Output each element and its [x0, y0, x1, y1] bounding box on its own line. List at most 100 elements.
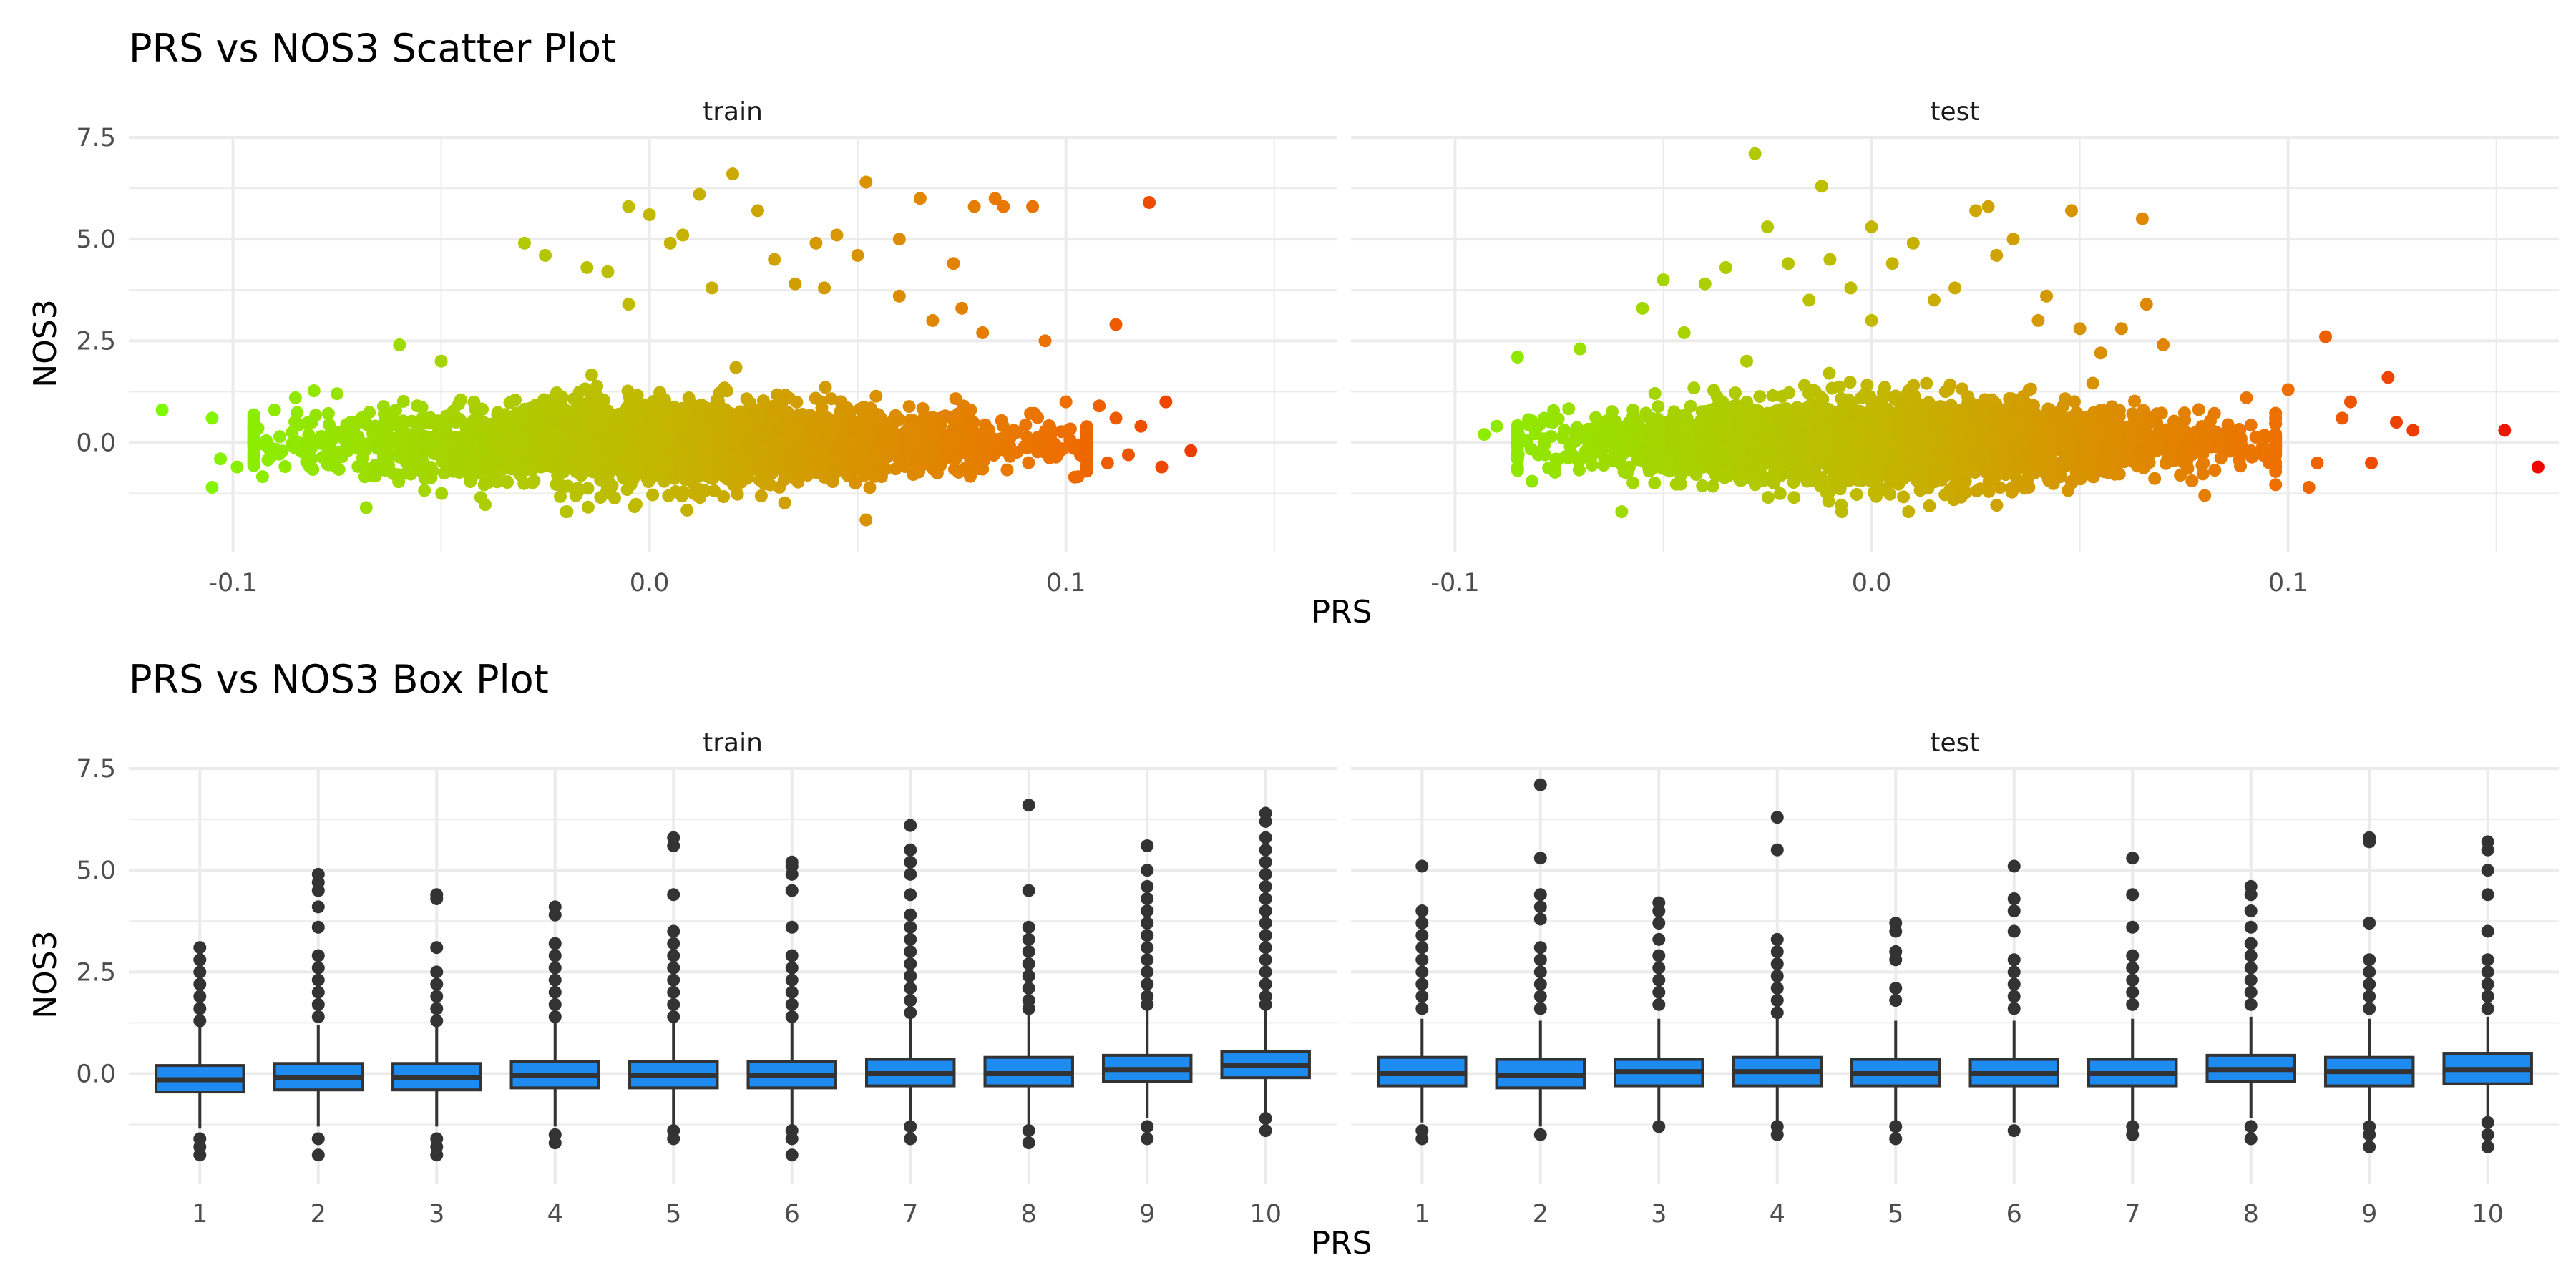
scatter-point [622, 298, 635, 311]
scatter-point [1043, 421, 1057, 434]
scatter-point [421, 435, 434, 449]
scatter-point [729, 361, 743, 374]
scatter-point [809, 429, 823, 443]
scatter-point [851, 248, 864, 262]
scatter-point [557, 465, 570, 479]
scatter-point [660, 455, 674, 469]
scatter-point [863, 481, 877, 494]
scatter-point [580, 260, 594, 274]
scatter-point [706, 471, 720, 484]
scatter-point [1729, 386, 1742, 400]
scatter-point [759, 424, 773, 437]
scatter-point [946, 450, 960, 464]
scatter-point [525, 463, 539, 477]
scatter-point [447, 404, 460, 418]
scatter-point [787, 462, 801, 475]
scatter-point [2221, 418, 2235, 431]
scatter-point [796, 408, 809, 421]
scatter-point [1080, 444, 1093, 457]
scatter-point [341, 444, 355, 457]
scatter-point [1897, 490, 1911, 504]
scatter-point [1020, 441, 1034, 454]
scatter-point [477, 416, 491, 429]
scatter-point [763, 478, 777, 492]
scatter-point [434, 354, 448, 368]
y-tick-label: 5.0 [76, 225, 116, 254]
scatter-point [505, 453, 519, 467]
scatter-point [892, 289, 906, 303]
scatter-point [624, 478, 638, 492]
scatter-point [676, 228, 690, 242]
scatter-point [416, 411, 429, 424]
scatter-point [2019, 462, 2033, 475]
scatter-point [2068, 395, 2081, 409]
scatter-point [859, 513, 873, 527]
scatter-point [256, 437, 270, 451]
scatter-point [837, 447, 851, 460]
scatter-point [516, 433, 530, 447]
scatter-point [782, 391, 796, 405]
scatter-point [1528, 427, 1542, 441]
scatter-point [524, 421, 537, 434]
scatter-point [359, 501, 373, 514]
scatter-point [610, 421, 623, 434]
scatter-point [2185, 474, 2199, 487]
scatter-point [247, 424, 260, 437]
x-tick-label: 0.1 [1046, 569, 1086, 597]
scatter-point [660, 425, 674, 439]
scatter-point [955, 421, 969, 434]
scatter-point [849, 477, 862, 490]
scatter-point [325, 424, 338, 438]
scatter-point [2005, 485, 2019, 499]
scatter-point [1823, 366, 1836, 380]
scatter-point [2214, 452, 2228, 465]
scatter-point [269, 442, 283, 456]
scatter-point [1063, 433, 1077, 447]
scatter-point [677, 485, 691, 499]
scatter-point [768, 253, 781, 266]
point-cloud [1511, 366, 2283, 519]
scatter-point [830, 228, 844, 242]
scatter-point [997, 443, 1011, 457]
scatter-point [2024, 382, 2037, 396]
scatter-point [539, 454, 552, 468]
scatter-point [916, 401, 930, 415]
scatter-point [1043, 430, 1057, 444]
scatter-point [411, 399, 424, 413]
scatter-point [1951, 478, 1965, 491]
scatter-point [652, 406, 665, 419]
scatter-point [504, 439, 518, 452]
scatter-point [1026, 200, 1040, 213]
scatter-point [744, 464, 758, 477]
scatter-point [923, 411, 937, 425]
scatter-point [1022, 456, 1035, 469]
scatter-point [772, 399, 786, 412]
scatter-point [615, 409, 628, 423]
scatter-point [1954, 490, 1968, 504]
scatter-point [994, 432, 1008, 446]
scatter-point [636, 441, 650, 455]
scatter-point [725, 460, 738, 474]
scatter-point [499, 415, 513, 429]
scatter-point [2062, 484, 2075, 497]
scatter-point [500, 475, 514, 488]
scatter-point [517, 477, 531, 490]
scatter-point [457, 446, 471, 459]
scatter-point [854, 402, 867, 416]
scatter-point [555, 390, 569, 404]
scatter-point [554, 489, 567, 503]
scatter-point [2016, 477, 2029, 490]
scatter-point [2234, 433, 2248, 447]
scatter-point [393, 338, 406, 351]
scatter-point [796, 451, 810, 464]
scatter-point [1787, 491, 1801, 504]
scatter-point [369, 437, 382, 451]
scatter-point [1109, 411, 1123, 425]
scatter-point [307, 384, 321, 397]
scatter-point [1687, 381, 1701, 395]
scatter-point [2181, 462, 2195, 475]
scatter-point [859, 175, 873, 189]
scatter-point [527, 474, 541, 487]
scatter-point [405, 414, 419, 428]
